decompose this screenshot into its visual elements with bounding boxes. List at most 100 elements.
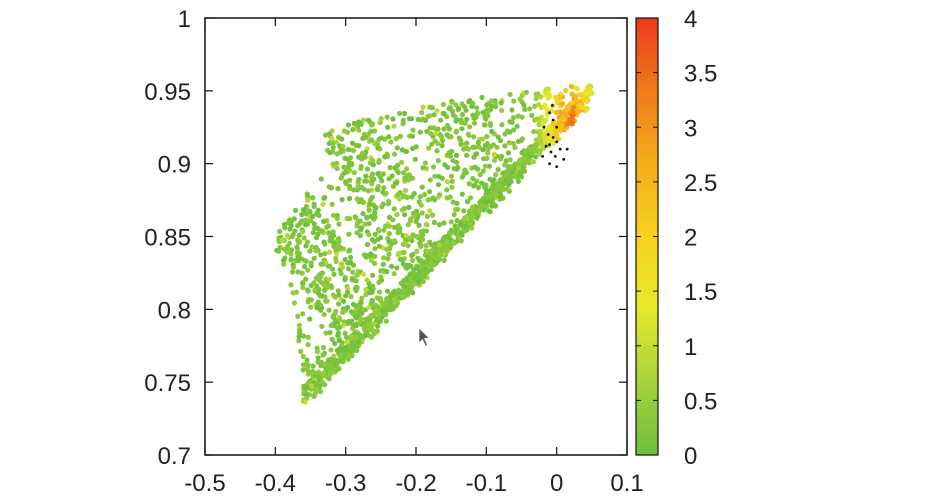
scatter-point	[435, 158, 441, 164]
scatter-point	[394, 145, 400, 151]
scatter-point	[560, 114, 566, 120]
scatter-point	[472, 120, 478, 126]
scatter-point	[346, 147, 352, 153]
scatter-point	[558, 127, 564, 134]
scatter-point	[360, 271, 367, 277]
trajectory-point	[553, 155, 557, 158]
scatter-point	[364, 178, 370, 184]
scatter-point	[553, 94, 559, 100]
scatter-point	[531, 146, 537, 152]
scatter-point	[390, 183, 396, 189]
scatter-point	[288, 222, 294, 229]
scatter-point	[438, 117, 444, 123]
scatter-point	[387, 306, 393, 312]
scatter-point	[513, 169, 520, 176]
scatter-point	[300, 367, 306, 373]
scatter-point	[317, 389, 324, 395]
scatter-point	[335, 332, 341, 338]
scatter-point	[376, 228, 382, 234]
scatter-point	[419, 210, 425, 216]
scatter-point	[527, 106, 533, 112]
scatter-point	[536, 101, 542, 108]
scatter-point	[498, 138, 504, 144]
scatter-point	[547, 93, 553, 99]
scatter-point	[538, 139, 544, 145]
scatter-point	[567, 117, 573, 123]
scatter-point	[391, 238, 397, 244]
scatter-point	[315, 299, 321, 305]
scatter-point	[320, 261, 326, 267]
scatter-point	[345, 289, 351, 296]
scatter-point	[542, 118, 548, 124]
scatter-point	[405, 172, 411, 178]
scatter-point	[420, 260, 426, 266]
scatter-point	[448, 219, 454, 225]
scatter-point	[554, 99, 561, 105]
scatter-point	[354, 272, 360, 278]
scatter-point	[512, 144, 518, 151]
colorbar-tick-label: 1	[684, 334, 697, 361]
scatter-point	[296, 232, 302, 238]
scatter-point	[397, 229, 403, 235]
scatter-point	[432, 173, 438, 179]
scatter-point	[393, 303, 399, 309]
scatter-point	[341, 298, 347, 304]
scatter-point	[362, 154, 368, 160]
scatter-point	[372, 260, 378, 266]
scatter-point	[458, 117, 464, 123]
scatter-point	[356, 177, 362, 183]
scatter-point	[382, 154, 388, 160]
scatter-point	[346, 231, 352, 237]
scatter-point	[466, 132, 472, 138]
scatter-point	[522, 106, 528, 112]
x-tick-label: -0.3	[325, 470, 366, 497]
scatter-point	[386, 251, 392, 257]
scatter-point	[344, 215, 350, 222]
scatter-point	[448, 227, 454, 233]
scatter-point	[408, 216, 414, 222]
scatter-point	[368, 137, 375, 143]
scatter-point	[347, 185, 353, 191]
scatter-point	[377, 120, 383, 126]
trajectory-point	[555, 125, 559, 129]
scatter-point	[548, 128, 554, 134]
scatter-point	[444, 187, 450, 193]
scatter-point	[432, 138, 438, 144]
scatter-point	[464, 140, 470, 146]
scatter-point	[363, 134, 369, 140]
mouse-cursor-icon	[418, 327, 430, 347]
scatter-point	[414, 249, 420, 255]
scatter-point	[489, 203, 495, 209]
scatter-point	[394, 180, 400, 186]
scatter-point	[355, 183, 361, 189]
scatter-point	[564, 121, 571, 127]
scatter-point	[346, 195, 353, 202]
scatter-point	[406, 262, 412, 268]
scatter-point	[429, 248, 435, 254]
scatter-point	[404, 291, 410, 297]
scatter-point	[394, 265, 400, 271]
scatter-point	[491, 177, 497, 183]
scatter-point	[573, 97, 579, 103]
scatter-point	[427, 208, 433, 214]
scatter-point	[412, 156, 418, 162]
scatter-point	[321, 312, 327, 318]
scatter-point	[576, 92, 582, 98]
scatter-point	[409, 133, 416, 139]
scatter-point	[358, 225, 364, 231]
scatter-point	[281, 221, 287, 228]
scatter-point	[342, 256, 348, 263]
scatter-point	[450, 112, 456, 118]
scatter-point	[294, 244, 300, 250]
scatter-point	[372, 231, 378, 237]
scatter-point	[429, 141, 435, 147]
scatter-point	[422, 160, 428, 166]
scatter-point	[569, 91, 575, 97]
scatter-point	[353, 142, 359, 148]
y-tick-label: 0.7	[158, 443, 191, 470]
scatter-point	[336, 338, 342, 344]
scatter-point	[301, 333, 307, 339]
scatter-point	[454, 217, 460, 224]
scatter-point	[390, 116, 396, 122]
scatter-point	[421, 192, 428, 198]
